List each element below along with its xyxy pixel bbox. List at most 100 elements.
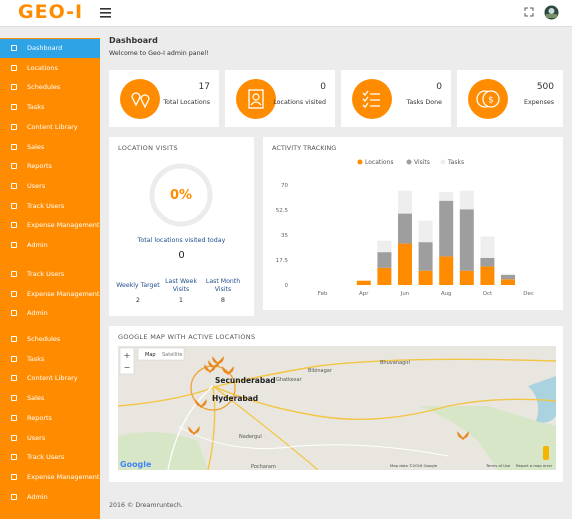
bar-segment: [398, 190, 412, 214]
fullscreen-icon[interactable]: [524, 7, 534, 17]
nav-item[interactable]: Users: [0, 177, 100, 196]
user-avatar[interactable]: [544, 5, 559, 20]
nav-icon: [11, 242, 17, 248]
nav-label: Users: [27, 433, 46, 442]
page-subtitle: Welcome to Geo-I admin panel!: [109, 50, 209, 57]
nav-icon: [11, 143, 17, 150]
nav-icon: [11, 454, 17, 461]
nav-item[interactable]: Expense Management: [0, 216, 100, 235]
nav-icon: [11, 473, 17, 480]
nav-label: Content Library: [27, 374, 78, 383]
nav-item[interactable]: Expense Management: [0, 285, 100, 304]
nav-item[interactable]: Admin: [0, 304, 100, 323]
stat-value: 0: [436, 82, 442, 92]
y-tick-label: 52.5: [276, 208, 289, 214]
nav-icon: [11, 310, 17, 317]
nav-item[interactable]: Admin: [0, 488, 100, 507]
nav-label: Expense Management: [27, 289, 100, 298]
nav-icon: [11, 202, 17, 209]
bar-segment: [377, 240, 392, 253]
nav-item[interactable]: Content Library: [0, 118, 100, 137]
stat-value: 17: [198, 82, 210, 92]
nav-label: Dashboard: [27, 44, 63, 52]
nav-item[interactable]: Tasks: [0, 350, 100, 369]
nav-item[interactable]: Track Users: [0, 265, 100, 284]
svg-text:$: $: [488, 96, 494, 106]
nav-label: Tasks: [27, 354, 45, 363]
zoom-button: +: [124, 351, 131, 360]
nav-label: Tasks: [27, 103, 45, 112]
menu-toggle[interactable]: [100, 8, 112, 18]
legend-swatch: [357, 159, 363, 165]
nav-icon: [11, 84, 17, 91]
bar-segment: [480, 257, 495, 267]
stat-label: Total Locations: [163, 99, 210, 106]
stat-card: 0 Tasks Done: [341, 70, 451, 127]
nav-label: Track Users: [27, 201, 65, 210]
stat-value: 500: [536, 82, 554, 92]
bar-segment: [418, 270, 433, 285]
map-attribution: Map data ©2016 Google: [390, 463, 438, 468]
bar-segment: [459, 209, 474, 271]
nav-item[interactable]: Track Users: [0, 448, 100, 467]
x-tick-label: Aug: [441, 291, 452, 297]
map-type-button: Satellite: [162, 352, 182, 358]
nav-item[interactable]: Sales: [0, 389, 100, 408]
chart-title: ACTIVITY TRACKING: [272, 144, 336, 152]
nav-label: Users: [27, 181, 46, 190]
bar-segment: [398, 213, 412, 244]
nav-item[interactable]: Sales: [0, 138, 100, 157]
stat-icon: $: [468, 79, 508, 119]
nav-item[interactable]: Content Library: [0, 369, 100, 388]
bar-segment: [418, 220, 433, 243]
nav-label: Schedules: [27, 335, 61, 343]
column-value: 2: [135, 296, 141, 304]
nav-item[interactable]: Locations: [0, 59, 100, 78]
x-tick-label: Apr: [359, 291, 369, 297]
bar-segment: [480, 266, 495, 285]
stat-icon: [120, 79, 160, 119]
nav-item[interactable]: Track Users: [0, 197, 100, 216]
bar-segment: [439, 256, 454, 285]
stat-icon: [352, 79, 392, 119]
visits-today: 0: [178, 250, 185, 261]
stat-card: $500 Expenses: [457, 70, 563, 127]
panel-title: GOOGLE MAP WITH ACTIVE LOCATIONS: [118, 333, 256, 341]
stat-value: 0: [320, 82, 326, 92]
nav-icon: [11, 45, 17, 51]
column-label: Last Month Visits: [205, 278, 241, 293]
top-bar: GEO-I: [0, 0, 572, 27]
panel-title: LOCATION VISITS: [118, 144, 178, 152]
nav-label: Admin: [27, 309, 48, 318]
nav-item[interactable]: Dashboard: [0, 39, 100, 58]
map-place: Pocharam: [251, 464, 276, 470]
visits-percent: 0%: [169, 188, 193, 203]
nav-item[interactable]: Tasks: [0, 98, 100, 117]
map-place: Secunderabad: [215, 376, 276, 385]
bar-segment: [398, 243, 412, 285]
nav-item[interactable]: Expense Management: [0, 468, 100, 487]
map-attribution: Terms of Use: [485, 463, 511, 468]
stat-label: Tasks Done: [406, 99, 442, 106]
nav-label: Reports: [27, 162, 52, 171]
map-place: Hyderabad: [212, 394, 258, 403]
legend-label: Visits: [414, 159, 430, 166]
footer: 2016 © Dreamruntech.: [109, 502, 183, 509]
nav-icon: [11, 336, 17, 342]
y-tick-label: 0: [285, 283, 289, 289]
nav-item[interactable]: Admin: [0, 236, 100, 255]
nav-item[interactable]: Schedules: [0, 330, 100, 349]
logo[interactable]: GEO-I: [18, 1, 84, 23]
bar-segment: [501, 273, 515, 275]
bar-segment: [501, 279, 515, 285]
nav-label: Admin: [27, 492, 48, 501]
nav-item[interactable]: Schedules: [0, 78, 100, 97]
map-view[interactable]: Secunderabad Hyderabad Ghatkesar Bibinagar B…: [118, 346, 556, 470]
bar-segment: [356, 280, 371, 285]
nav-label: Reports: [27, 413, 52, 422]
nav-item[interactable]: Reports: [0, 157, 100, 176]
nav-icon: [11, 493, 17, 500]
nav-item[interactable]: Users: [0, 429, 100, 448]
nav-item[interactable]: Reports: [0, 409, 100, 428]
